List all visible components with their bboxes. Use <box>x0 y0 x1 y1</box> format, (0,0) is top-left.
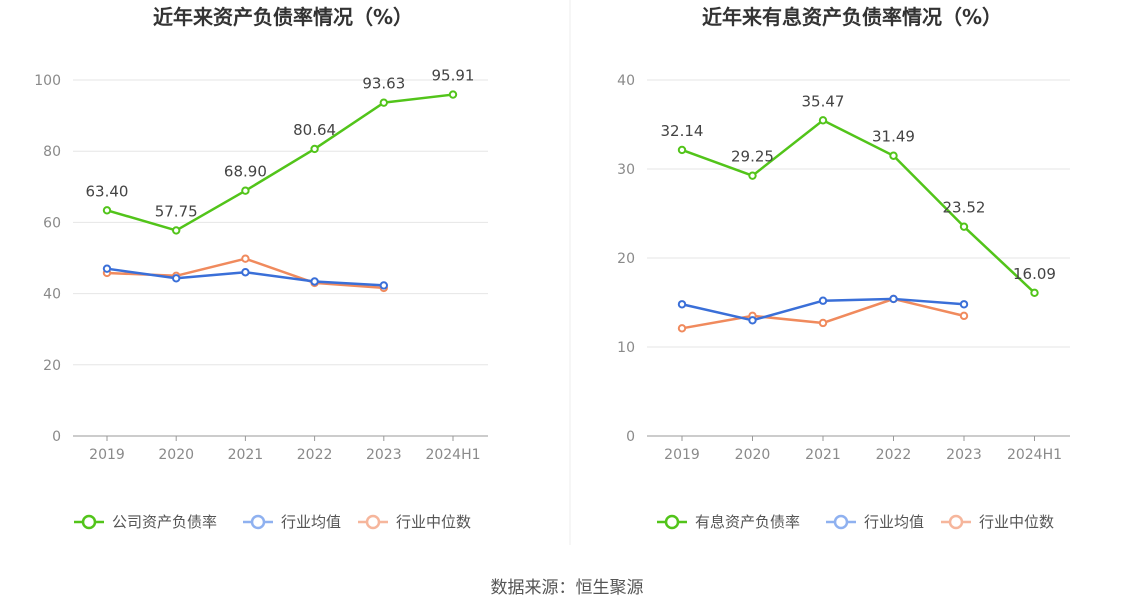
chart-title: 近年来有息资产负债率情况（%） <box>702 5 1002 29</box>
data-point <box>818 116 828 125</box>
legend-marker <box>81 514 97 530</box>
legend-item-3: 行业中位数 <box>941 513 1054 531</box>
data-point <box>310 144 319 154</box>
data-label: 80.64 <box>293 121 336 139</box>
data-point <box>889 294 898 304</box>
y-tick-label: 40 <box>617 73 635 89</box>
y-tick-label: 30 <box>617 162 635 178</box>
y-tick-label: 100 <box>34 73 61 89</box>
legend-item-2: 行业均值 <box>243 513 341 531</box>
legend-label: 行业均值 <box>281 513 341 531</box>
y-tick-label: 0 <box>52 429 61 445</box>
data-point <box>448 90 458 99</box>
legend-item-2: 行业均值 <box>826 513 924 531</box>
legend-marker <box>365 514 381 530</box>
data-source: 数据来源：恒生聚源 <box>491 578 644 598</box>
y-tick-label: 0 <box>626 429 635 445</box>
chart-panel-1: 近年来资产负债率情况（%） 0 20 40 60 80 100 2019 2020 2021 202… <box>34 5 488 531</box>
x-tick-label: 2023 <box>366 447 402 463</box>
data-point <box>379 281 388 290</box>
data-point <box>959 300 969 309</box>
data-label: 93.63 <box>362 75 405 93</box>
data-point <box>889 151 898 160</box>
x-tick-label: 2019 <box>664 447 700 463</box>
data-point <box>677 300 687 309</box>
x-tick-label: 2022 <box>876 447 912 463</box>
chart-title: 近年来资产负债率情况（%） <box>153 5 413 29</box>
legend-item-1: 公司资产负债率 <box>74 513 217 531</box>
legend-label: 有息资产负债率 <box>695 513 800 531</box>
x-tick-label: 2022 <box>297 447 333 463</box>
x-tick-label: 2024H1 <box>425 447 480 463</box>
y-tick-label: 40 <box>43 287 61 303</box>
data-point <box>172 226 181 235</box>
data-label: 68.90 <box>224 163 267 181</box>
y-tick-label: 20 <box>617 251 635 267</box>
data-point <box>102 264 112 273</box>
x-tick-label: 2019 <box>89 447 125 463</box>
y-tick-label: 20 <box>43 358 61 374</box>
legend-label: 公司资产负债率 <box>112 513 217 531</box>
data-point <box>959 311 969 321</box>
data-point <box>1030 288 1039 297</box>
x-tick-label: 2020 <box>158 447 194 463</box>
y-tick-label: 80 <box>43 144 61 160</box>
data-label: 29.25 <box>731 148 774 166</box>
data-point <box>677 324 687 333</box>
data-label: 16.09 <box>1013 265 1056 283</box>
data-point <box>818 296 828 305</box>
data-label: 57.75 <box>155 202 198 220</box>
data-point <box>241 254 250 263</box>
legend-marker <box>250 514 266 530</box>
legend-marker <box>948 514 964 530</box>
data-point <box>102 206 112 215</box>
data-point <box>172 274 181 283</box>
x-tick-label: 2024H1 <box>1007 447 1062 463</box>
series-line-1 <box>106 93 454 232</box>
data-label: 23.52 <box>943 199 986 217</box>
legend-label: 行业中位数 <box>396 513 471 531</box>
data-point <box>959 222 969 231</box>
legend-label: 行业中位数 <box>979 513 1054 531</box>
data-label: 63.40 <box>86 182 129 200</box>
chart-panel-2: 近年来有息资产负债率情况（%） 0 10 20 30 40 2019 2020 2021 2022… <box>617 5 1070 531</box>
data-point <box>310 277 319 286</box>
series-line-1 <box>681 119 1036 294</box>
x-tick-label: 2020 <box>735 447 771 463</box>
legend-item-3: 行业中位数 <box>358 513 471 531</box>
y-tick-label: 60 <box>43 215 61 231</box>
legend-marker <box>833 514 849 530</box>
legend-item-1: 有息资产负债率 <box>657 513 800 531</box>
data-point <box>818 318 828 328</box>
y-tick-label: 10 <box>617 340 635 356</box>
data-point <box>748 171 757 180</box>
data-label: 31.49 <box>872 128 915 146</box>
data-label: 35.47 <box>802 92 845 110</box>
data-point <box>677 145 687 155</box>
x-tick-label: 2021 <box>228 447 264 463</box>
data-point <box>379 98 388 107</box>
data-point <box>241 186 250 195</box>
data-point <box>241 268 250 277</box>
data-point <box>748 316 757 325</box>
data-label: 32.14 <box>661 122 704 140</box>
x-tick-label: 2021 <box>805 447 841 463</box>
legend-marker <box>664 514 680 530</box>
data-label: 95.91 <box>432 67 475 85</box>
legend-label: 行业均值 <box>864 513 924 531</box>
x-tick-label: 2023 <box>946 447 982 463</box>
